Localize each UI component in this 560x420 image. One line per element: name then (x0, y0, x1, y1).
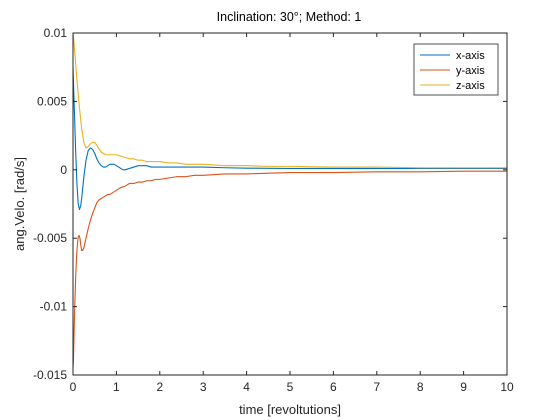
x-tick-label: 2 (156, 380, 163, 394)
y-tick-label: -0.01 (40, 300, 68, 314)
x-tick-label: 10 (500, 380, 514, 394)
y-axis-title: ang.Velo. [rad/s] (12, 157, 27, 251)
x-tick-label: 0 (70, 380, 77, 394)
x-tick-label: 1 (113, 380, 120, 394)
legend-label: z-axis (456, 80, 485, 92)
legend-label: y-axis (456, 65, 485, 77)
x-tick-label: 7 (373, 380, 380, 394)
x-tick-label: 4 (243, 380, 250, 394)
y-axis: -0.015 -0.01 -0.005 0 0.005 0.01 (33, 26, 507, 382)
x-tick-label: 9 (460, 380, 467, 394)
legend-label: x-axis (456, 50, 485, 62)
chart-title: Inclination: 30°; Method: 1 (217, 10, 362, 24)
y-tick-label: -0.015 (33, 368, 67, 382)
legend: x-axis y-axis z-axis (413, 43, 499, 96)
series-line-x-axis (72, 67, 507, 211)
y-tick-label: 0.01 (44, 26, 68, 40)
series-layer (72, 32, 507, 369)
series-line-y-axis (72, 170, 507, 369)
x-axis: 0 1 2 3 4 5 6 7 8 9 10 (70, 33, 514, 394)
x-tick-label: 6 (330, 380, 337, 394)
y-tick-label: -0.005 (33, 231, 67, 245)
series-line-z-axis (72, 32, 507, 169)
y-tick-label: 0 (60, 163, 67, 177)
x-tick-label: 3 (200, 380, 207, 394)
y-tick-label: 0.005 (37, 94, 67, 108)
x-axis-title: time [revoltutions] (239, 402, 341, 417)
x-tick-label: 5 (287, 380, 294, 394)
x-tick-label: 8 (417, 380, 424, 394)
